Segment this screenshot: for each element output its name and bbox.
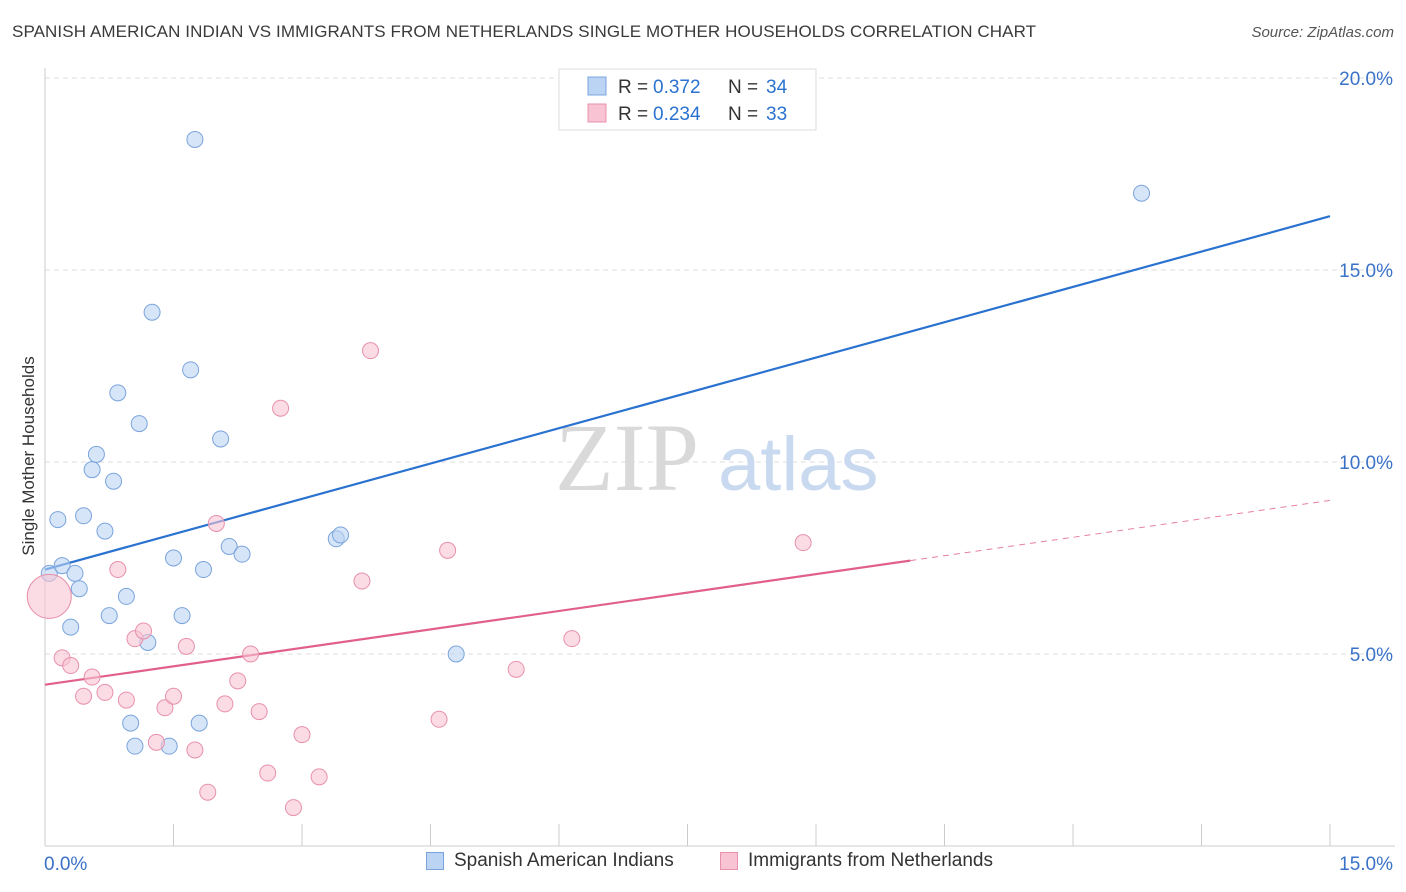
point-pink [156, 699, 174, 717]
point-pink [177, 637, 195, 655]
legend-label-immigrants-from-netherlands: Immigrants from Netherlands [748, 850, 993, 871]
point-pink [207, 514, 225, 532]
legend-r-label-blue: R = [618, 77, 648, 98]
point-blue [66, 564, 84, 582]
point-pink [26, 573, 72, 619]
watermark-atlas: atlas [718, 422, 879, 507]
legend-r-value-blue: 0.372 [653, 77, 701, 98]
point-blue [87, 445, 105, 463]
point-pink [147, 733, 165, 751]
point-pink [242, 645, 260, 663]
point-blue [186, 130, 204, 148]
point-pink [199, 783, 217, 801]
point-pink [439, 541, 457, 559]
grid-lines [45, 77, 1395, 655]
point-blue [53, 557, 71, 575]
y-axis-label: Single Mother Households [19, 356, 38, 555]
point-blue [212, 430, 230, 448]
point-blue [143, 303, 161, 321]
legend-n-label-blue: N = [728, 77, 758, 98]
legend-top: R = 0.372 N = 34 R = 0.234 N = 33 [558, 68, 817, 131]
point-pink [362, 342, 380, 360]
point-pink [96, 683, 114, 701]
x-tick-label: 15.0% [1339, 854, 1393, 875]
point-pink [216, 695, 234, 713]
point-blue [75, 507, 93, 525]
data-points [26, 130, 1151, 817]
point-pink [250, 703, 268, 721]
legend-swatch-immigrants-from-netherlands [720, 852, 738, 870]
point-blue [447, 645, 465, 663]
y-tick-label: 10.0% [1339, 453, 1393, 474]
point-blue [126, 737, 144, 755]
legend-item-immigrants-from-netherlands: Immigrants from Netherlands [720, 850, 993, 872]
point-pink [135, 622, 153, 640]
legend-r-label-pink: R = [618, 104, 648, 125]
y-tick-label: 15.0% [1339, 261, 1393, 282]
point-blue [233, 545, 251, 563]
point-pink [284, 799, 302, 817]
legend-n-label-pink: N = [728, 104, 758, 125]
legend-bottom: Spanish American Indians Immigrants from… [0, 850, 1406, 880]
legend-item-spanish-american-indians: Spanish American Indians [426, 850, 674, 872]
legend-label-spanish-american-indians: Spanish American Indians [454, 850, 674, 871]
point-pink [165, 687, 182, 705]
source-label: Source: ZipAtlas.com [1251, 24, 1394, 41]
point-blue [1133, 184, 1151, 202]
legend-swatch-pink [587, 103, 607, 123]
point-blue [109, 384, 127, 402]
legend-r-value-pink: 0.234 [653, 104, 701, 125]
trend-line-blue [44, 215, 1331, 571]
point-blue [96, 522, 114, 540]
point-pink [229, 672, 247, 690]
point-pink [75, 687, 93, 705]
point-blue [173, 607, 191, 625]
chart-title: SPANISH AMERICAN INDIAN VS IMMIGRANTS FR… [12, 22, 1037, 41]
point-pink [353, 572, 371, 590]
point-blue [49, 511, 67, 529]
point-blue [332, 526, 350, 544]
point-blue [182, 361, 200, 379]
legend-swatch-blue [587, 76, 607, 96]
point-blue [190, 714, 208, 732]
point-blue [100, 607, 118, 625]
legend-n-value-blue: 34 [766, 77, 788, 98]
point-pink [794, 534, 812, 552]
point-blue [165, 549, 182, 567]
axes [44, 68, 1395, 847]
point-blue [220, 537, 238, 555]
y-tick-label: 5.0% [1350, 645, 1393, 666]
point-pink [272, 399, 290, 417]
trend-line-pink [44, 559, 911, 686]
point-pink [507, 660, 525, 678]
point-blue [122, 714, 140, 732]
point-blue [83, 461, 101, 479]
trend-line-dashed-pink [910, 499, 1331, 562]
point-blue [194, 561, 212, 579]
legend-swatch-spanish-american-indians [426, 852, 444, 870]
y-tick-label: 20.0% [1339, 69, 1393, 90]
watermark-zip: ZIP [555, 404, 699, 511]
x-tick-label: 0.0% [44, 854, 87, 875]
point-pink [62, 657, 80, 675]
point-blue [130, 415, 148, 433]
point-pink [430, 710, 448, 728]
point-pink [186, 741, 204, 759]
point-pink [109, 561, 127, 579]
watermark: ZIP atlas [555, 404, 879, 511]
point-blue [70, 580, 88, 598]
point-pink [563, 630, 581, 648]
point-blue [105, 472, 123, 490]
trend-lines [44, 215, 1331, 686]
point-pink [117, 691, 135, 709]
legend-n-value-pink: 33 [766, 104, 787, 125]
point-pink [293, 726, 311, 744]
point-blue [117, 587, 135, 605]
tick-labels: 5.0% 10.0% 15.0% 20.0% 0.0% 15.0% [44, 69, 1393, 875]
point-pink [310, 768, 328, 786]
point-pink [259, 764, 277, 782]
point-pink [83, 668, 101, 686]
point-blue [62, 618, 80, 636]
